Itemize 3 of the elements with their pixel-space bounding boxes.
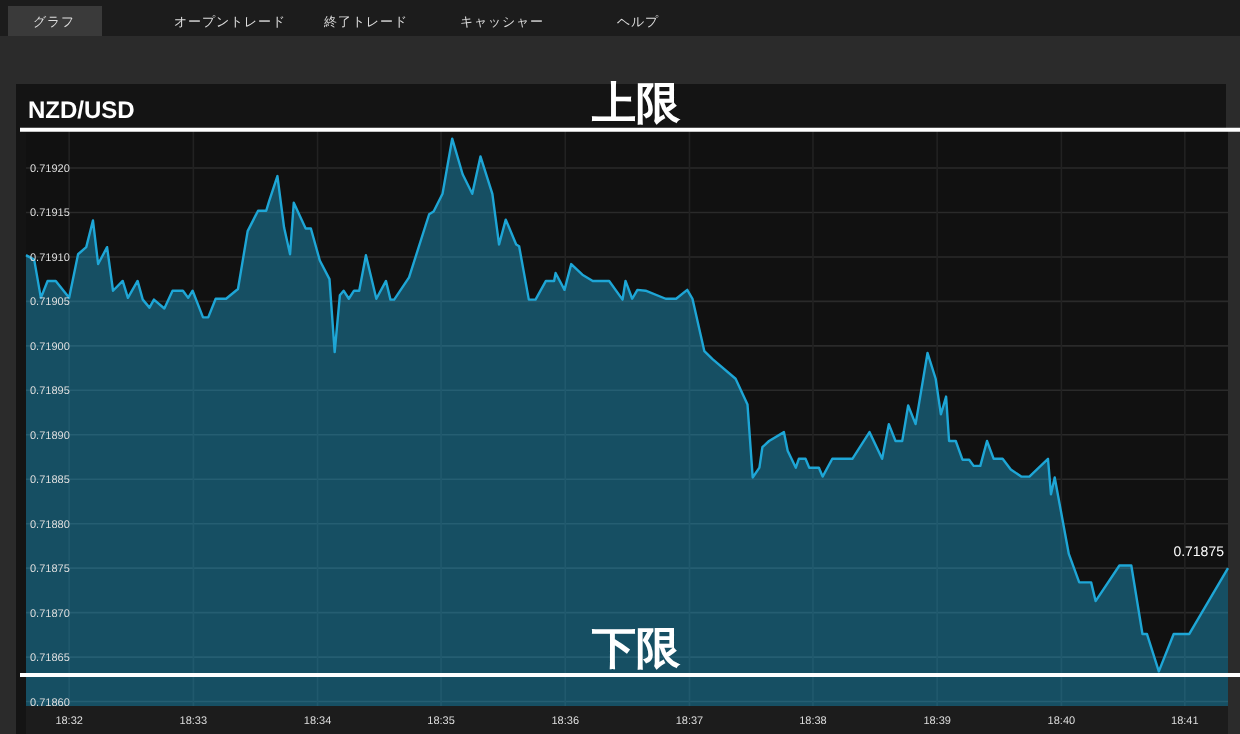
ref-line-label: 上限 — [590, 77, 682, 128]
ref-line-label: 下限 — [590, 622, 682, 673]
chart-title: NZD/USD — [28, 96, 136, 124]
